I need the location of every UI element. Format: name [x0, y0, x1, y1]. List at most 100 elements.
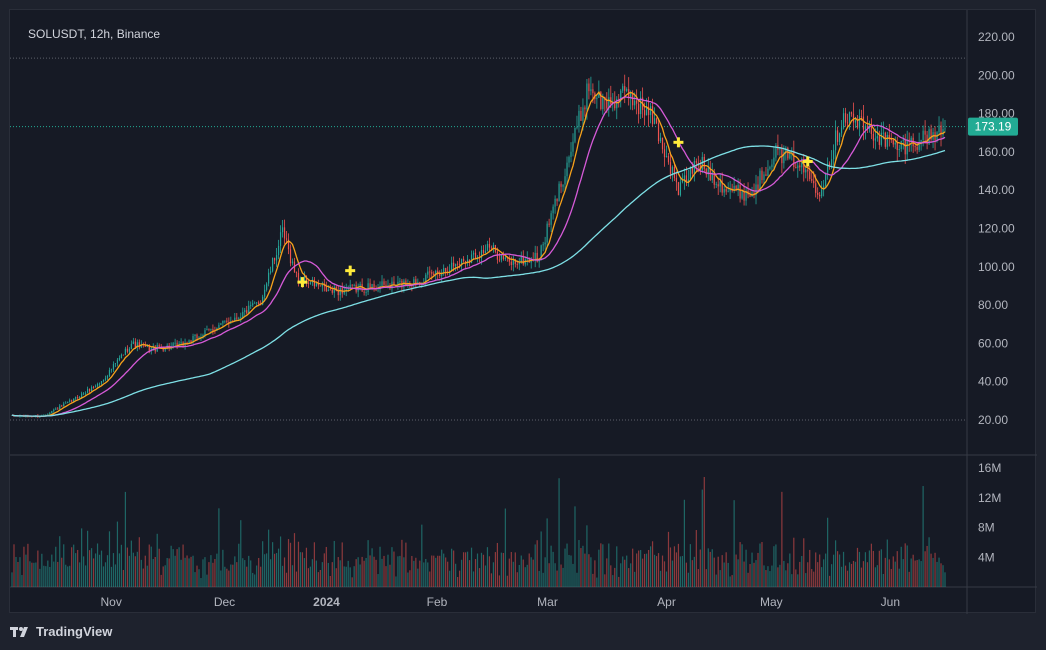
volume-bar — [218, 508, 220, 587]
volume-bar — [124, 491, 126, 587]
candle-body — [502, 254, 504, 260]
candle-body — [914, 146, 916, 148]
candle-body — [942, 129, 944, 136]
candle-body — [576, 126, 578, 128]
candle-body — [299, 278, 302, 281]
candle-body — [614, 101, 616, 109]
volume-bar — [649, 546, 652, 587]
volume-bar — [301, 552, 304, 587]
candle-body — [305, 275, 308, 283]
volume-bar — [69, 565, 71, 587]
volume-bar — [53, 561, 55, 587]
volume-bar — [81, 528, 83, 587]
volume-bar — [512, 561, 514, 587]
volume-bar — [685, 562, 687, 587]
candle-body — [437, 270, 439, 274]
candle-body — [823, 185, 825, 190]
volume-bar — [530, 557, 532, 587]
volume-bar — [622, 556, 624, 587]
candle-body — [303, 275, 306, 283]
candle-body — [590, 89, 592, 92]
volume-bar — [409, 570, 411, 587]
candle-body — [309, 282, 312, 285]
candle-body — [126, 348, 128, 352]
candle-body — [836, 130, 839, 142]
candle-body — [570, 151, 572, 158]
volume-bar — [335, 568, 337, 587]
candle-body — [626, 89, 628, 91]
candle-body — [665, 156, 668, 158]
candle-body — [693, 161, 695, 174]
volume-bar — [198, 569, 200, 587]
volume-bar — [453, 550, 455, 587]
volume-bar — [462, 552, 465, 587]
volume-bar — [868, 550, 871, 587]
candle-body — [295, 272, 298, 274]
candle-body — [75, 397, 77, 399]
candle-body — [618, 98, 620, 100]
candle-body — [856, 120, 859, 128]
volume-bar — [793, 537, 795, 587]
volume-bar — [331, 562, 333, 587]
volume-bar — [743, 561, 745, 587]
candle-body — [829, 163, 831, 166]
candle-body — [647, 106, 650, 116]
candle-body — [556, 198, 558, 202]
volume-bar — [476, 553, 479, 587]
candle-body — [383, 281, 385, 285]
volume-bar — [85, 565, 87, 587]
candle-body — [944, 128, 946, 130]
candle-body — [592, 89, 594, 94]
chart-frame[interactable]: 220.00 200.00 180.00 160.00 140.00 120.00 100.… — [9, 9, 1037, 614]
volume-bar — [647, 549, 650, 587]
candle-body — [116, 359, 119, 364]
candle-body — [162, 347, 164, 351]
candle-body — [73, 398, 75, 402]
volume-bar — [703, 477, 705, 587]
candle-body — [763, 174, 765, 181]
volume-bar — [510, 551, 512, 587]
volume-bar — [307, 568, 310, 587]
candle-body — [737, 184, 739, 191]
volume-bar — [43, 565, 45, 587]
candle-body — [307, 282, 310, 285]
candle-body — [713, 172, 715, 185]
candle-body — [152, 346, 154, 349]
candle-body — [144, 344, 146, 347]
volume-bar — [291, 565, 294, 587]
volume-bar — [443, 553, 445, 587]
volume-bar — [98, 554, 101, 587]
volume-bar — [273, 553, 276, 587]
chart-canvas[interactable]: 220.00 200.00 180.00 160.00 140.00 120.00 100.… — [10, 10, 1037, 614]
volume-bar — [582, 545, 584, 587]
candle-body — [472, 252, 475, 255]
tradingview-brand[interactable]: TradingView — [10, 624, 112, 639]
volume-bar — [805, 573, 807, 587]
candle-body — [148, 345, 150, 352]
candle-body — [208, 329, 210, 330]
candle-body — [910, 137, 912, 142]
volume-bar — [564, 548, 566, 587]
volume-bar — [904, 543, 906, 587]
volume-bar — [546, 518, 548, 587]
volume-bar — [27, 543, 29, 587]
candle-body — [134, 341, 136, 348]
volume-bar — [379, 546, 381, 587]
candle-body — [922, 130, 924, 141]
volume-bar — [522, 559, 524, 587]
candle-body — [691, 167, 693, 174]
volume-bar — [727, 562, 729, 587]
volume-bar — [389, 564, 391, 587]
ma-cyan-line — [11, 145, 946, 417]
volume-bar — [365, 557, 367, 587]
volume-bar — [83, 556, 85, 587]
volume-bar — [610, 565, 612, 587]
ma-magenta-line — [11, 96, 946, 417]
volume-bar — [584, 553, 586, 587]
price-tick-label: 180.00 — [978, 107, 1015, 121]
candle-body — [743, 191, 745, 201]
candle-body — [451, 262, 453, 271]
candle-body — [138, 342, 140, 348]
candle-body — [520, 255, 522, 263]
volume-bar — [421, 524, 423, 587]
